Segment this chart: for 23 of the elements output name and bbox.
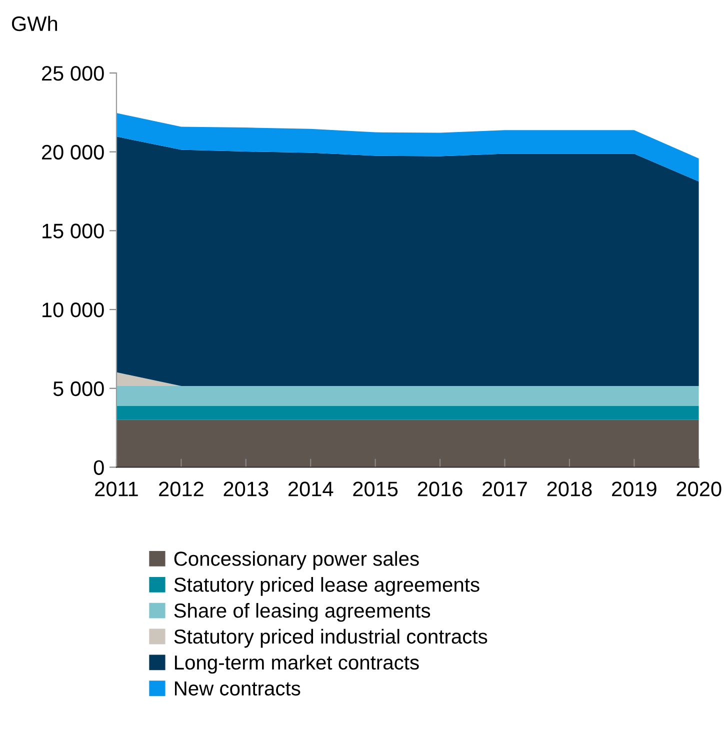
x-tick-label: 2017 bbox=[482, 482, 527, 496]
legend-label: Statutory priced industrial contracts bbox=[174, 628, 488, 648]
x-tick-label: 2011 bbox=[95, 482, 138, 496]
legend-label: Concessionary power sales bbox=[174, 551, 419, 570]
x-tick-label: 2013 bbox=[224, 482, 268, 496]
y-axis-title: GWh bbox=[12, 16, 58, 32]
y-tick-label: 0 bbox=[94, 460, 104, 475]
legend-label: Long-term market contracts bbox=[174, 654, 419, 674]
y-tick-label: 10 000 bbox=[42, 302, 104, 318]
y-tick-label: 15 000 bbox=[42, 224, 104, 238]
x-tick-label: 2015 bbox=[353, 482, 398, 496]
x-tick-label: 2019 bbox=[612, 482, 656, 496]
x-tick-label: 2014 bbox=[288, 482, 334, 496]
legend-label: Statutory priced lease agreements bbox=[174, 577, 480, 596]
y-tick-label: 25 000 bbox=[42, 66, 104, 81]
legend-label: New contracts bbox=[174, 682, 300, 696]
x-tick-label: 2018 bbox=[547, 482, 592, 496]
x-tick-label: 2012 bbox=[159, 482, 204, 496]
legend-label: Share of leasing agreements bbox=[174, 602, 430, 622]
y-tick-label: 5 000 bbox=[53, 381, 104, 396]
y-tick-label: 20 000 bbox=[42, 144, 104, 160]
x-tick-label: 2016 bbox=[418, 482, 462, 496]
x-tick-label: 2020 bbox=[676, 482, 722, 496]
